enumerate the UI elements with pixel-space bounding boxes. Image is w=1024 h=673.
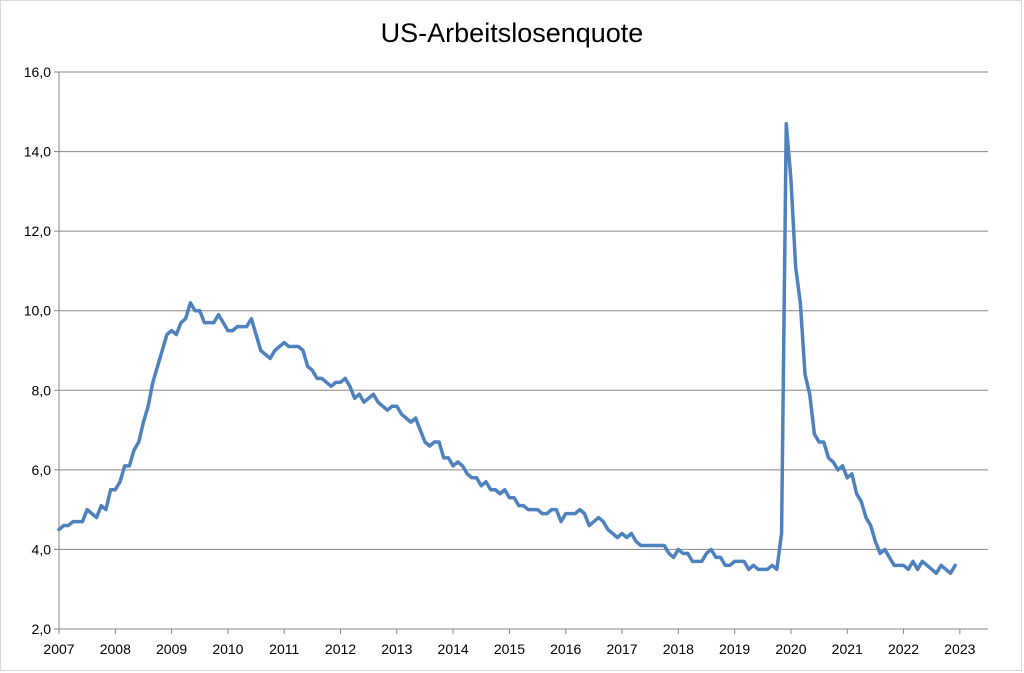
y-tick-labels: 2,0 4,0 6,0 8,0 10,0 12,0 14,0 16,0	[24, 64, 51, 637]
y-tick-label: 6,0	[32, 462, 52, 478]
y-tick-label: 12,0	[24, 223, 51, 239]
x-tick-labels: 2007 2008 2009 2010 2011 2012 2013 2014 2015 2016…	[43, 641, 975, 657]
x-tick-label: 2010	[212, 641, 243, 657]
axes	[54, 71, 988, 634]
series-group	[57, 121, 957, 576]
x-tick-label: 2012	[325, 641, 356, 657]
series-line	[57, 121, 957, 576]
x-tick-label: 2014	[438, 641, 469, 657]
x-tick-label: 2023	[944, 641, 975, 657]
x-tick-label: 2021	[832, 641, 863, 657]
x-tick-label: 2008	[100, 641, 131, 657]
x-tick-label: 2013	[381, 641, 412, 657]
y-tick-label: 2,0	[32, 621, 52, 637]
x-tick-label: 2020	[775, 641, 806, 657]
y-tick-label: 14,0	[24, 144, 51, 160]
x-tick-label: 2016	[550, 641, 581, 657]
gridlines	[59, 71, 988, 550]
x-tick-label: 2015	[494, 641, 525, 657]
y-tick-label: 8,0	[32, 382, 52, 398]
y-tick-label: 10,0	[24, 303, 51, 319]
x-tick-label: 2022	[888, 641, 919, 657]
y-tick-label: 16,0	[24, 64, 51, 80]
chart-title: US-Arbeitslosenquote	[380, 18, 644, 48]
x-tick-label: 2017	[606, 641, 637, 657]
x-tick-label: 2011	[269, 641, 299, 657]
x-tick-label: 2007	[43, 641, 74, 657]
y-tick-label: 4,0	[32, 541, 52, 557]
x-tick-label: 2019	[719, 641, 750, 657]
x-tick-label: 2018	[663, 641, 694, 657]
x-tick-label: 2009	[156, 641, 187, 657]
